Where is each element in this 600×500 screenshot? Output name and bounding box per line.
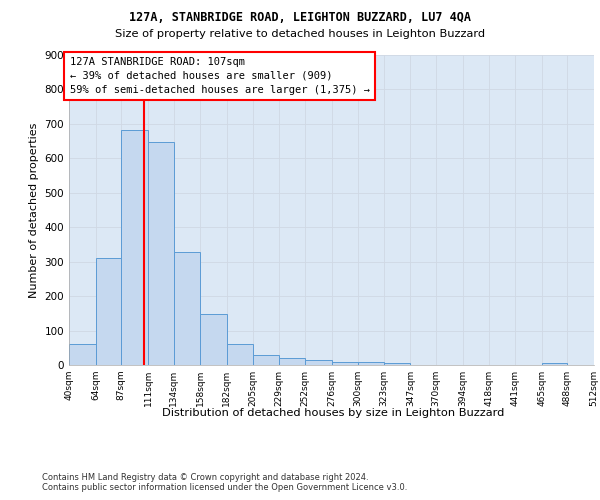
Bar bbox=[69, 344, 95, 365]
Bar bbox=[253, 354, 279, 365]
Bar bbox=[148, 142, 173, 365]
Text: Size of property relative to detached houses in Leighton Buzzard: Size of property relative to detached ho… bbox=[115, 29, 485, 39]
Bar bbox=[542, 364, 568, 365]
Text: 127A STANBRIDGE ROAD: 107sqm
← 39% of detached houses are smaller (909)
59% of s: 127A STANBRIDGE ROAD: 107sqm ← 39% of de… bbox=[70, 56, 370, 94]
Bar bbox=[279, 358, 305, 365]
Bar bbox=[331, 362, 358, 365]
Bar bbox=[358, 362, 384, 365]
Bar bbox=[95, 258, 121, 365]
Bar bbox=[121, 130, 148, 365]
Bar bbox=[384, 364, 410, 365]
Bar bbox=[200, 314, 227, 365]
Bar bbox=[227, 344, 253, 365]
Y-axis label: Number of detached properties: Number of detached properties bbox=[29, 122, 39, 298]
Bar bbox=[173, 252, 200, 365]
Text: 127A, STANBRIDGE ROAD, LEIGHTON BUZZARD, LU7 4QA: 127A, STANBRIDGE ROAD, LEIGHTON BUZZARD,… bbox=[129, 11, 471, 24]
Text: Contains HM Land Registry data © Crown copyright and database right 2024.
Contai: Contains HM Land Registry data © Crown c… bbox=[42, 472, 407, 492]
Bar bbox=[305, 360, 331, 365]
Text: Distribution of detached houses by size in Leighton Buzzard: Distribution of detached houses by size … bbox=[162, 408, 504, 418]
